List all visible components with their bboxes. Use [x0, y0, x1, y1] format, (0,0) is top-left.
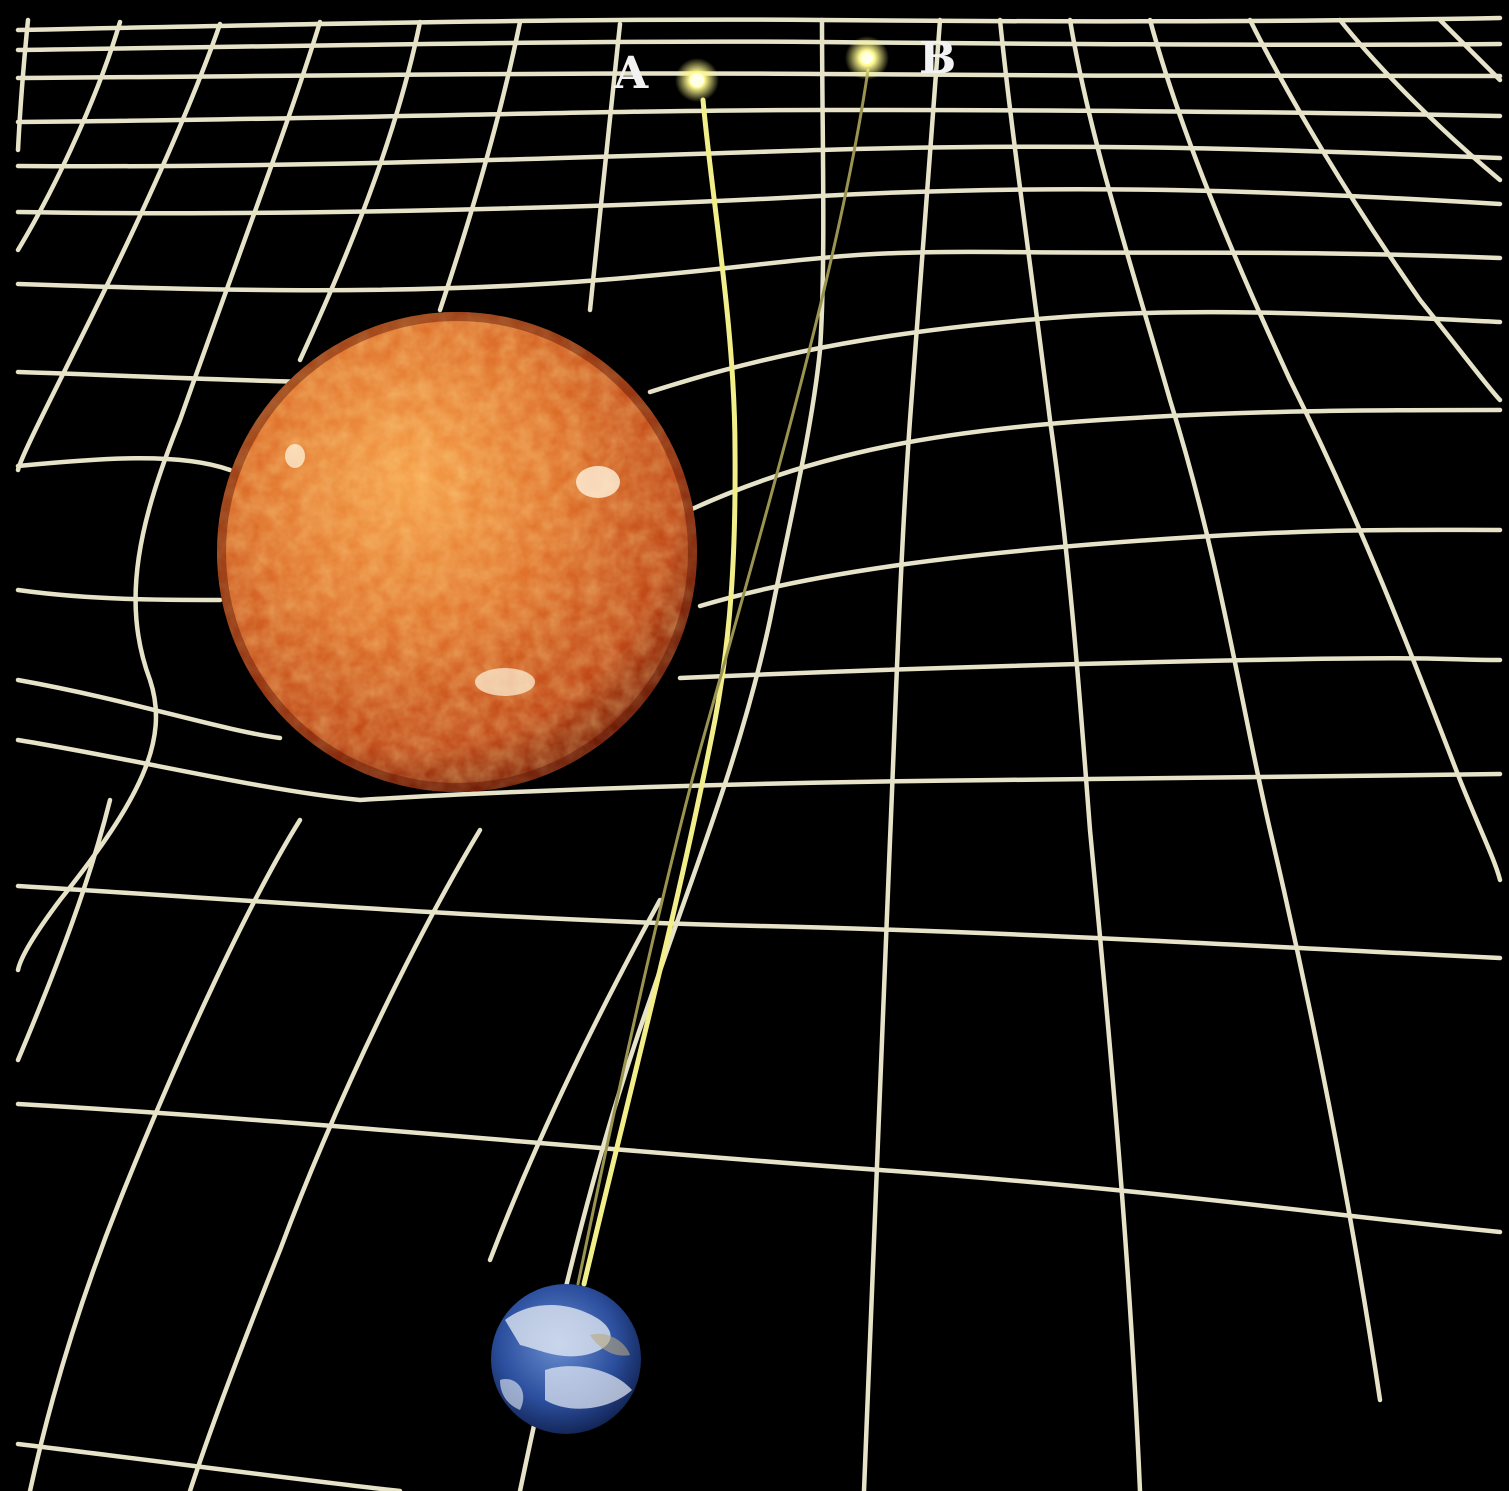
grid-line — [15, 21, 223, 473]
sun-sphere-icon — [217, 312, 697, 792]
star-a-label: A — [613, 48, 649, 99]
grid-line — [997, 17, 1143, 1491]
grid-line — [15, 144, 1503, 169]
earth-globe-icon — [491, 1284, 641, 1434]
grid-line — [15, 407, 1503, 513]
star-b-label: B — [919, 33, 956, 84]
grid-line — [15, 527, 1503, 609]
grid-line — [437, 19, 523, 313]
grid-line — [15, 249, 1503, 293]
grid-line — [15, 71, 1503, 81]
grid-line — [1437, 17, 1503, 83]
grid-line — [15, 17, 31, 153]
grid-line — [297, 19, 423, 363]
grid-line — [15, 39, 1503, 53]
grid-line — [1147, 17, 1503, 883]
grid-line — [15, 15, 1503, 33]
sun-flare — [285, 444, 305, 468]
sun-flare — [576, 466, 620, 498]
grid-line — [187, 827, 483, 1491]
spacetime-grid — [15, 15, 1503, 1491]
grid-line — [15, 19, 123, 253]
grid-line — [487, 897, 663, 1263]
grid-line — [587, 21, 623, 313]
grid-line — [27, 817, 303, 1491]
grid-line — [517, 17, 826, 1491]
grid-line — [861, 17, 943, 1491]
grid-line — [15, 797, 113, 1063]
sun-flare — [475, 668, 535, 696]
grid-line — [15, 107, 1503, 125]
grid-line — [1067, 17, 1383, 1403]
star-point-icon — [675, 58, 719, 102]
star-point-icon — [845, 36, 889, 80]
light-rays — [576, 68, 870, 1287]
grid-line — [15, 883, 1503, 961]
bent-light-ray — [581, 97, 738, 1287]
grid-line — [15, 1441, 403, 1491]
grid-line — [1337, 17, 1503, 183]
grid-line — [1247, 17, 1503, 403]
apparent-light-ray — [576, 68, 870, 1286]
grid-line — [15, 1101, 1503, 1235]
grid-line — [15, 19, 323, 973]
grid-line — [15, 655, 1503, 741]
